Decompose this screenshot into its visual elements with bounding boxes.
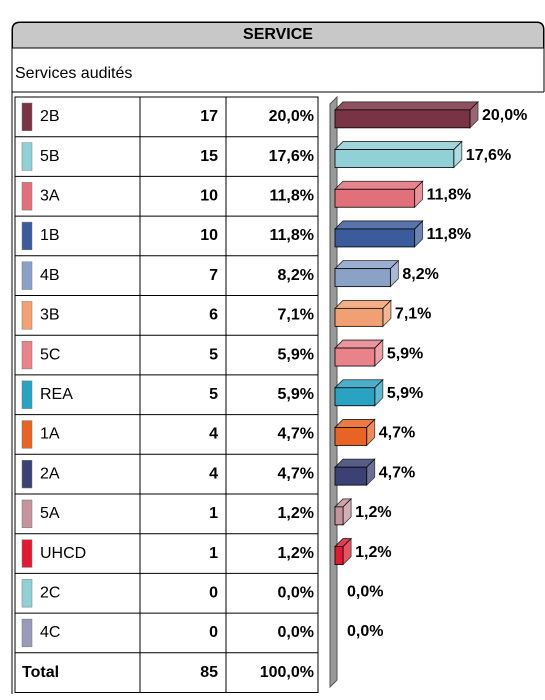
swatch [21,182,33,211]
bar-label: 17,6% [466,147,511,164]
bar-label: 4,7% [379,464,415,481]
bar [334,546,344,565]
swatch [21,460,33,489]
percent: 11,8% [270,187,314,204]
count: 5 [209,386,218,403]
percent: 0,0% [278,624,314,641]
count: 6 [209,307,218,324]
count: 4 [209,465,218,482]
percent: 4,7% [278,426,314,443]
category-label: 1A [40,426,60,443]
percent: 1,2% [278,505,314,522]
swatch [21,221,33,251]
category-label: 2C [40,584,60,601]
bar [334,109,471,129]
bar [334,347,376,367]
bar-label: 11,8% [427,186,471,203]
chart-title: SERVICE [243,26,313,43]
bar [334,506,344,526]
swatch [21,261,33,290]
percent: 17,6% [269,148,314,165]
total-label: Total [22,664,59,681]
bar-top [334,220,424,230]
count: 4 [209,426,218,443]
bar [334,387,376,407]
bar [334,188,416,208]
count: 7 [209,267,218,284]
category-label: 2B [40,108,60,125]
category-label: 2A [40,465,60,482]
category-label: 3B [40,307,60,324]
swatch [21,499,33,528]
category-label: 5B [40,148,60,165]
swatch [21,380,33,409]
total-count: 85 [200,664,218,681]
swatch [21,301,33,330]
count: 5 [209,346,218,363]
swatch [21,579,33,608]
percent: 5,9% [278,346,314,363]
percent: 20,0% [269,108,314,125]
bar-label: 8,2% [402,266,438,283]
bar-label: 0,0% [347,623,383,640]
count: 17 [200,108,218,125]
swatch [21,420,33,449]
subtitle: Services audités [15,65,132,82]
bar [334,268,391,288]
swatch [21,102,33,131]
bar-label: 5,9% [387,385,423,402]
count: 0 [209,624,218,641]
percent: 11,8% [270,227,314,244]
percent: 5,9% [278,386,314,403]
swatch [21,340,33,370]
bar-label: 11,8% [427,226,471,243]
bar-top [334,101,479,111]
count: 1 [209,505,218,522]
table-border [14,96,319,693]
bar-top [334,141,463,150]
bar [334,466,368,486]
category-label: 5C [40,346,60,363]
bar [334,427,368,446]
bar-label: 20,0% [482,107,527,124]
percent: 4,7% [278,465,314,482]
swatch [21,539,33,568]
category-label: REA [40,386,73,403]
header-bg [12,22,544,49]
bar [334,149,455,168]
count: 10 [200,227,218,244]
category-label: 3A [40,187,60,204]
total-percent: 100,0% [260,664,314,681]
bar-label: 1,2% [355,544,391,561]
count: 15 [200,148,218,165]
bar [334,228,416,248]
percent: 8,2% [278,267,314,284]
count: 1 [209,545,218,562]
category-label: 4B [40,267,60,284]
category-label: 4C [40,624,60,641]
percent: 1,2% [278,545,314,562]
bar-label: 4,7% [379,425,415,442]
count: 10 [200,187,218,204]
bar-label: 1,2% [355,504,391,521]
swatch [21,618,33,648]
percent: 7,1% [278,307,314,324]
bar-top [334,180,424,190]
category-label: 1B [40,227,60,244]
count: 0 [209,584,218,601]
bar-top [334,299,392,309]
bar [334,307,384,327]
category-label: UHCD [40,545,86,562]
bar-label: 7,1% [395,306,431,323]
bar-top [334,260,400,270]
category-label: 5A [40,505,60,522]
bar-label: 0,0% [347,583,383,600]
swatch [21,142,33,171]
bar-label: 5,9% [387,345,423,362]
percent: 0,0% [278,584,314,601]
